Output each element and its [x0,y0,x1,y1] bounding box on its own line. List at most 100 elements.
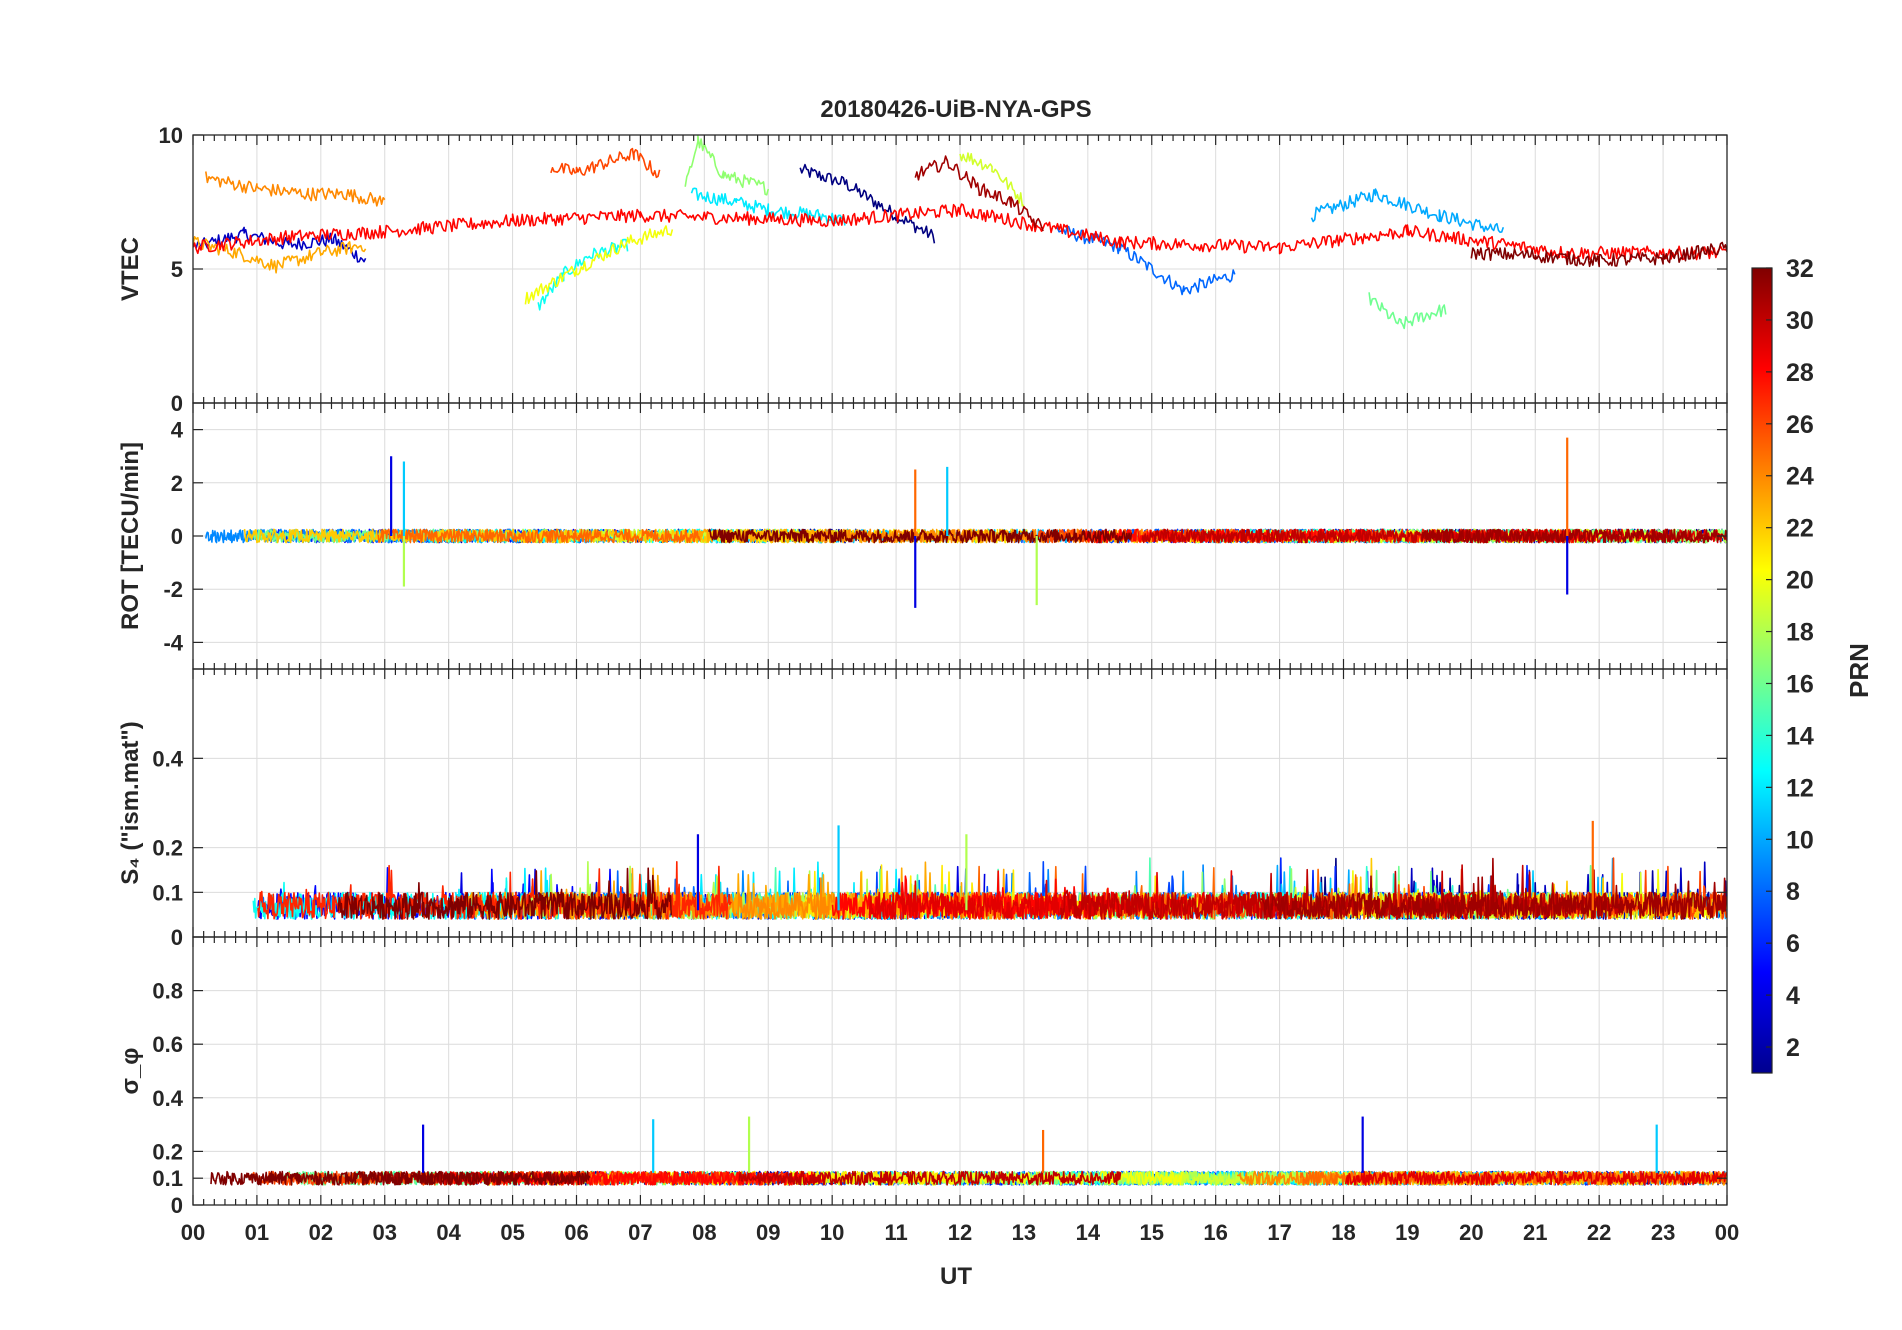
sigma_phi-lines [210,1116,1727,1186]
s4-y-tick-labels: 0 0.1 0.2 0.4 [152,746,183,950]
colorbar-tick-0: 2 [1786,1034,1800,1062]
series-prn-31 [914,155,1044,232]
vtec-y-tick-labels: 0 5 10 [159,123,183,416]
colorbar-tick-4: 10 [1786,826,1814,854]
panel-sigma_phi: 00.10.2 0.4 0.6 0.8 σ_φ [117,936,1728,1218]
colorbar-gradient [1751,267,1773,1074]
x-tick-2: 02 [309,1220,333,1245]
panel-s4: 0 0.1 0.2 0.4 S₄ ("ism.mat") [117,668,1728,950]
sigma_phi-y-tick-labels: 00.10.2 0.4 0.6 0.8 [152,979,183,1218]
rot-series-prn-32 [707,528,1133,544]
s4-lines [252,820,1727,920]
x-tick-7: 07 [628,1220,652,1245]
rot-ylabel: ROT [TECU/min] [117,442,144,630]
sigma_phi-ylabel: σ_φ [117,1048,144,1095]
s4-ylabel: S₄ ("ism.mat") [117,721,144,885]
sigma_phi-series-prn-30 [738,1170,1122,1186]
s4-series-prn-31 [1260,857,1727,920]
x-tick-17: 17 [1267,1220,1291,1245]
sigma_phi-series-prn-32 [210,1170,591,1186]
sigma_phi-ytick-0: 0 [171,1193,183,1218]
series-prn-28 [193,203,1727,261]
x-tick-11: 11 [884,1220,907,1245]
x-tick-20: 20 [1459,1220,1483,1245]
vtec-x-ticks [192,134,1728,404]
colorbar-tick-7: 16 [1786,670,1814,698]
chart-title: 20180426-UiB-NYA-GPS [820,96,1091,123]
colorbar-tick-13: 28 [1786,359,1814,387]
panel-rot: -4 -2 0 2 4 ROT [TECU/min] [117,402,1728,670]
x-tick-19: 19 [1395,1220,1419,1245]
colorbar-tick-15: 32 [1786,255,1814,283]
series-prn-12 [690,187,846,226]
series-prn-3 [193,226,367,263]
s4-ytick-3: 0.4 [152,746,183,771]
x-tick-13: 13 [1012,1220,1036,1245]
x-tick-0: 00 [181,1220,205,1245]
colorbar-tick-3: 8 [1786,878,1800,906]
series-prn-10 [1310,188,1505,233]
colorbar-label: PRN [1844,643,1874,698]
series-prn-26 [550,147,661,179]
x-tick-1: 01 [245,1220,269,1245]
colorbar-tick-1: 4 [1786,982,1800,1010]
x-tick-5: 05 [500,1220,524,1245]
rot-y-tick-labels: -4 -2 0 2 4 [163,418,183,656]
x-axis-label: UT [940,1263,972,1290]
s4-ytick-1: 0.1 [152,880,183,905]
x-tick-9: 09 [756,1220,780,1245]
series-prn-16 [1368,292,1447,330]
series-prn-17 [684,135,770,196]
rot-ytick-4: 4 [171,418,184,443]
sigma_phi-series-prn-29 [1344,1170,1727,1186]
vtec-ylabel: VTEC [117,237,144,301]
series-prn-8 [1055,225,1236,296]
x-tick-24: 00 [1715,1220,1739,1245]
series-prn-1 [799,163,936,244]
s4-ytick-0: 0 [171,925,183,950]
sigma_phi-ytick-4: 0.6 [152,1032,183,1057]
x-tick-16: 16 [1203,1220,1227,1245]
sigma_phi-x-ticks [192,937,1728,1206]
x-tick-14: 14 [1076,1220,1101,1245]
s4-ytick-2: 0.2 [152,836,183,861]
x-tick-12: 12 [948,1220,972,1245]
sigma_phi-ytick-3: 0.4 [152,1086,183,1111]
sigma_phi-series-prn-28 [443,1170,827,1186]
x-tick-8: 08 [692,1220,716,1245]
sigma_phi-ytick-5: 0.8 [152,979,183,1004]
colorbar-tick-5: 12 [1786,774,1814,802]
x-tick-23: 23 [1651,1220,1675,1245]
colorbar-tick-12: 26 [1786,411,1814,439]
series-prn-19 [959,152,1025,207]
x-tick-22: 22 [1587,1220,1611,1245]
colorbar-tick-6: 14 [1786,722,1814,750]
colorbar-tick-11: 24 [1786,463,1814,491]
vtec-ytick-1: 5 [171,257,183,282]
rot-ytick-0: -4 [163,630,183,655]
rot-lines [205,437,1727,608]
series-prn-13 [537,238,629,311]
colorbar-tick-10: 22 [1786,515,1814,543]
x-tick-4: 04 [436,1220,461,1245]
x-axis-tick-labels: 00 01 02 03 04 05 06 07 08 09 10 11 12 13 14 15 16 17 18 19… [181,1220,1739,1245]
rot-ytick-3: 2 [171,471,183,496]
vtec-ytick-0: 0 [171,391,183,416]
x-tick-15: 15 [1140,1220,1164,1245]
series-prn-24 [205,171,386,207]
sigma_phi-ytick-1: 0.1 [152,1166,183,1191]
rot-series-prn-31 [1421,528,1727,544]
series-prn-32 [1470,241,1727,268]
s4-series-prn-30 [1060,864,1625,920]
series-prn-20 [524,225,674,305]
colorbar-tick-9: 20 [1786,567,1814,595]
x-tick-6: 06 [564,1220,588,1245]
x-tick-18: 18 [1331,1220,1355,1245]
rot-series-prn-25 [377,528,701,544]
x-tick-3: 03 [373,1220,397,1245]
colorbar-tick-2: 6 [1786,930,1800,958]
rot-ytick-1: -2 [163,577,183,602]
